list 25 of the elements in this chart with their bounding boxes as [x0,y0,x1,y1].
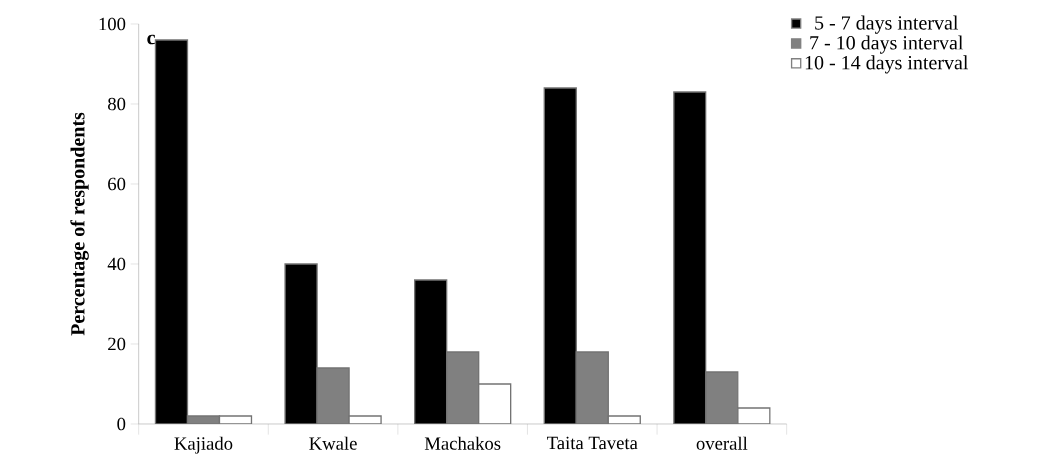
x-tick-label: Taita Taveta [547,436,638,450]
bar [154,39,189,424]
legend-label: 10 - 14 days interval [805,55,969,74]
bar [543,87,577,424]
bar [446,351,480,424]
y-tick-label: 60 [108,177,126,191]
bar [705,371,739,424]
bar [673,91,707,424]
bar [316,367,350,424]
bar [575,351,609,424]
y-tick-label: 80 [108,97,126,111]
y-axis-title: Percentage of respondents [70,112,89,336]
bar [414,279,448,424]
y-tick-label: 100 [99,17,126,31]
y-tick-label: 0 [117,417,126,431]
y-tick-label: 20 [108,337,126,351]
bar [284,263,318,424]
y-tick-label: 40 [107,257,126,271]
annotation: c [147,34,156,45]
x-tick-label: overall [696,436,748,450]
x-tick-label: Machakos [424,436,501,450]
x-tick-label: Kajiado [174,436,233,454]
legend-label: 5 - 7 days interval [815,15,959,34]
legend-label: 7 - 10 days interval [810,35,964,54]
x-tick-label: Kwale [309,436,357,450]
